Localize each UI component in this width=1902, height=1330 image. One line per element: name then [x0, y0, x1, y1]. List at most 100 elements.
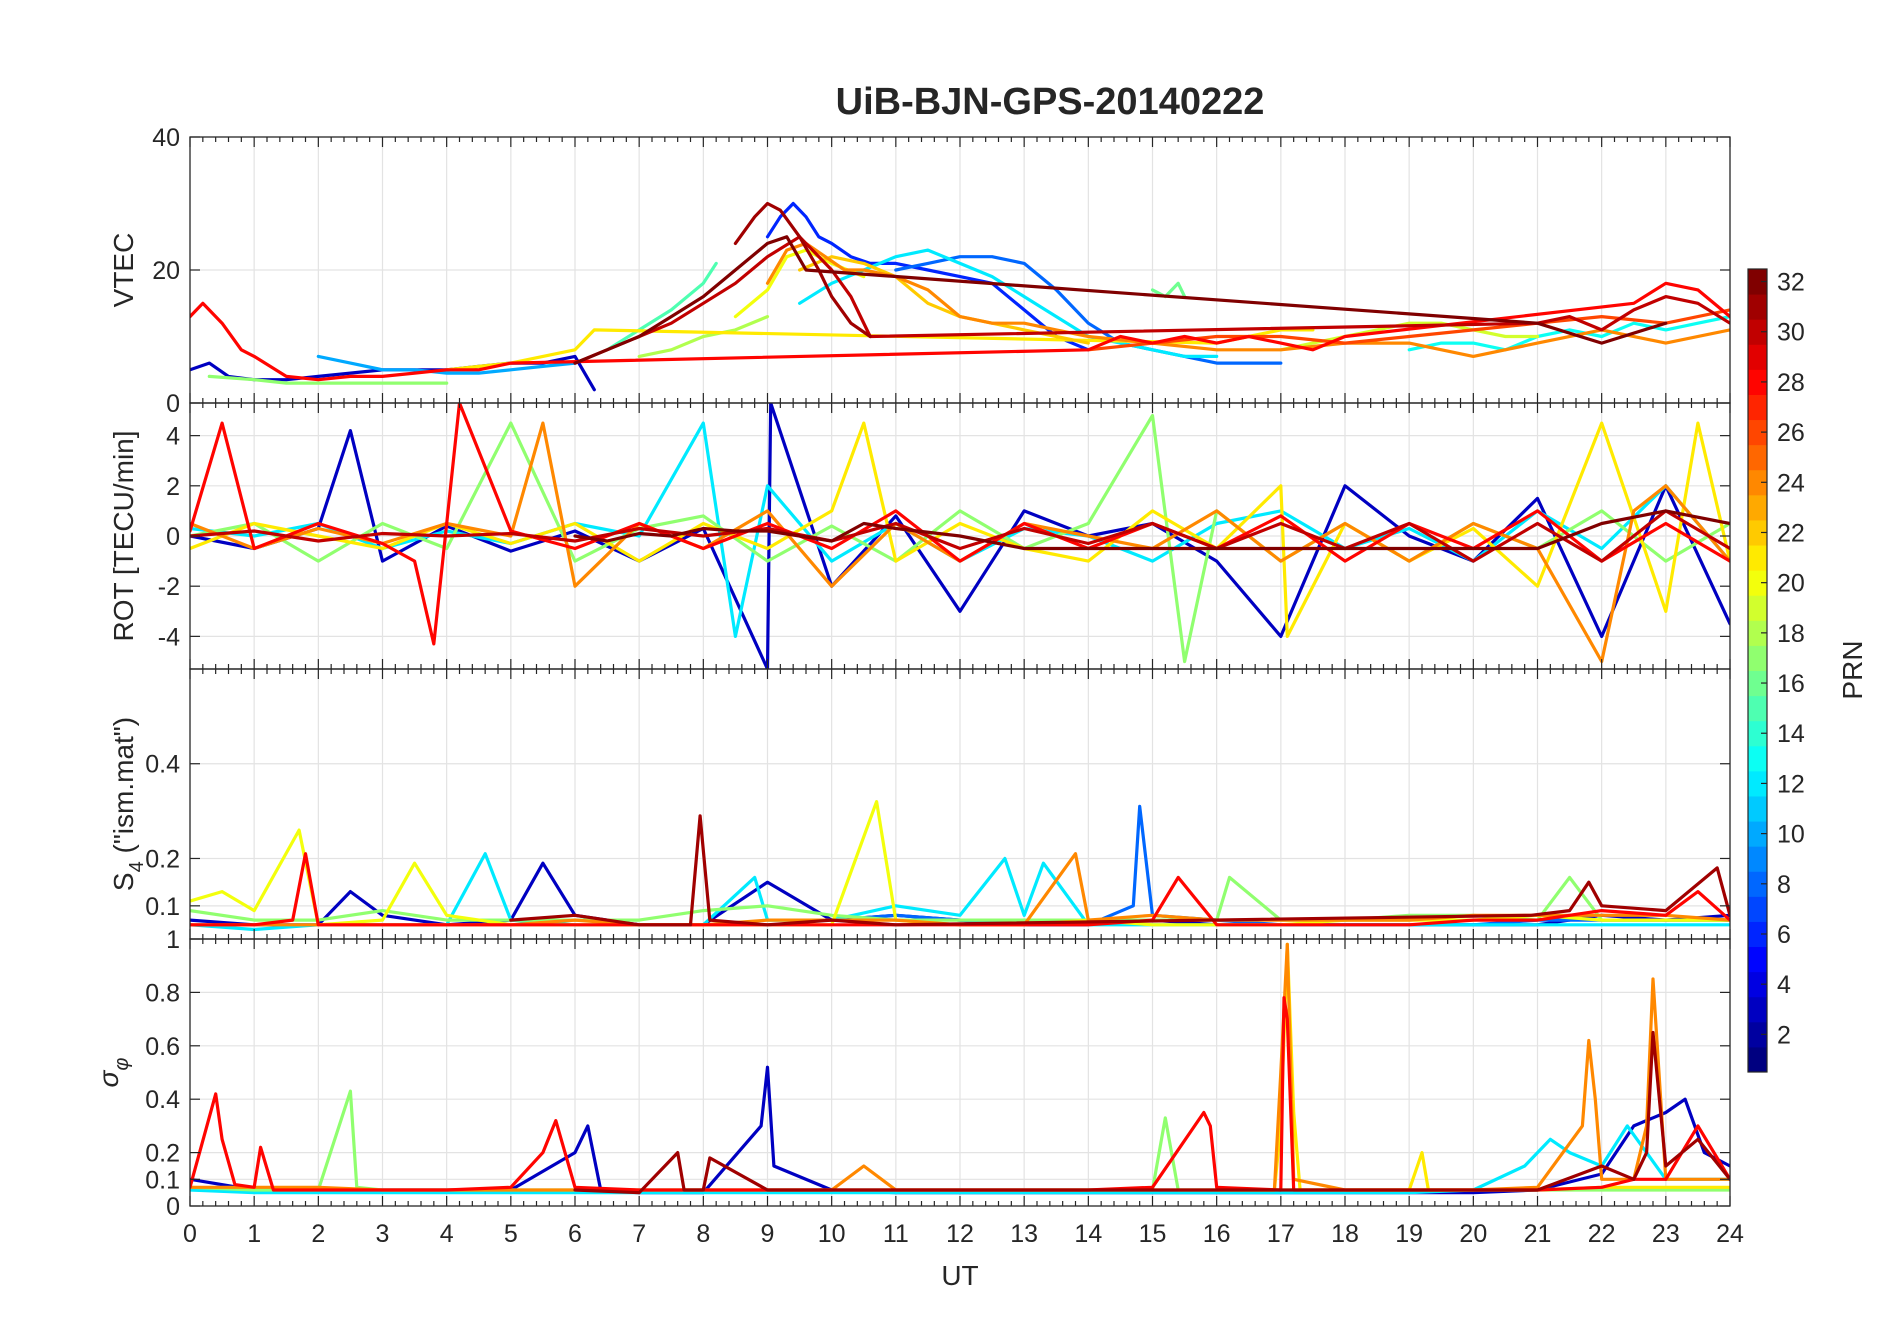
x-axis-label: UT	[941, 1260, 978, 1291]
y-tick-label: 0.2	[145, 1140, 180, 1168]
colorbar-band	[1748, 770, 1767, 797]
panel-sigma_phi-x-ticks	[189, 939, 1731, 1206]
colorbar-band	[1748, 795, 1767, 822]
x-tick-label: 19	[1395, 1220, 1423, 1248]
y-tick-label: 0.2	[145, 845, 180, 873]
colorbar-tick-label: 24	[1777, 469, 1805, 497]
series-prn-31	[509, 814, 1730, 927]
x-tick-label: 10	[818, 1220, 846, 1248]
colorbar-band	[1748, 745, 1767, 772]
panel-s4-y-axis: 0.1 0.2 0.4	[145, 751, 1730, 921]
colorbar-band	[1748, 896, 1767, 922]
y-tick-label: -4	[158, 623, 180, 651]
series-prn-15	[605, 261, 718, 352]
panel-sigma_phi-y-axis: 00.10.2 0.4 0.6 0.8 1	[145, 926, 1730, 1221]
panel-rot: -4 -2 0 2 4 ROT [TECU/min]	[108, 402, 1731, 670]
panel-sigma_phi-y-label: σφ	[93, 1058, 133, 1088]
colorbar-tick-label: 6	[1777, 921, 1791, 949]
x-tick-label: 5	[504, 1220, 518, 1248]
y-tick-label: 0	[166, 1193, 180, 1221]
colorbar-band	[1748, 620, 1767, 646]
x-tick-label: 17	[1267, 1220, 1295, 1248]
panel-rot-x-ticks	[189, 403, 1731, 669]
panel-vtec: 0 20 40 VTEC	[108, 124, 1731, 418]
colorbar-tick-label: 2	[1777, 1021, 1791, 1049]
y-tick-label: 0.4	[145, 751, 180, 779]
colorbar-band	[1748, 469, 1767, 496]
colorbar-band	[1748, 846, 1767, 872]
colorbar-tick-label: 10	[1777, 821, 1805, 849]
x-tick-label: 1	[247, 1220, 261, 1248]
x-tick-label: 12	[946, 1220, 974, 1248]
colorbar-band	[1748, 394, 1767, 421]
x-tick-label: 21	[1524, 1220, 1552, 1248]
colorbar-band	[1748, 821, 1767, 847]
x-tick-label: 6	[568, 1220, 582, 1248]
y-label-main: σ	[93, 1069, 124, 1087]
colorbar-band	[1748, 519, 1767, 546]
colorbar-band	[1748, 645, 1767, 671]
panel-s4: 0.10.20.4S4 ("ism.mat")	[108, 668, 1731, 940]
series-prn-12	[190, 1124, 1730, 1195]
colorbar-band	[1748, 1046, 1767, 1073]
colorbar-tick-label: 4	[1777, 971, 1791, 999]
series-prn-30	[573, 235, 1730, 365]
x-tick-label: 0	[183, 1220, 197, 1248]
series-prn-31	[573, 1030, 1730, 1195]
colorbar-tick-label: 30	[1777, 319, 1805, 347]
x-tick-label: 3	[376, 1220, 390, 1248]
series-prn-3	[190, 403, 1730, 669]
panel-s4-x-ticks	[189, 669, 1731, 939]
colorbar-band	[1748, 344, 1767, 370]
colorbar-band	[1748, 946, 1767, 973]
panel-s4-grid	[190, 669, 1730, 939]
panel-rot-y-label: ROT [TECU/min]	[108, 430, 139, 641]
panel-sigma_phi-series	[190, 942, 1730, 1195]
figure-title: UiB-BJN-GPS-20140222	[836, 81, 1265, 123]
colorbar-band	[1748, 720, 1767, 747]
y-tick-label: 40	[152, 124, 180, 152]
series-prn-6	[765, 201, 1090, 352]
y-tick-label: 20	[152, 257, 180, 285]
colorbar-band	[1748, 921, 1767, 948]
colorbar-tick-label: 32	[1777, 269, 1805, 297]
y-tick-label: 1	[166, 926, 180, 954]
y-tick-label: 0.6	[145, 1033, 180, 1061]
x-tick-label: 8	[696, 1220, 710, 1248]
colorbar-tick-label: 14	[1777, 720, 1805, 748]
series-prn-28	[190, 281, 1730, 382]
series-prn-17	[207, 374, 449, 385]
colorbar-band	[1748, 871, 1767, 897]
panel-rot-series	[190, 403, 1730, 669]
y-label-tail: ("ism.mat")	[108, 717, 139, 861]
x-tick-label: 20	[1459, 1220, 1487, 1248]
colorbar-tick-label: 8	[1777, 871, 1791, 899]
colorbar-tick-label: 12	[1777, 770, 1805, 798]
y-label-subscript: φ	[111, 1058, 133, 1071]
colorbar-band	[1748, 695, 1767, 722]
x-tick-label: 15	[1139, 1220, 1167, 1248]
colorbar-band	[1748, 545, 1767, 571]
x-tick-label: 7	[632, 1220, 646, 1248]
x-tick-label: 14	[1074, 1220, 1102, 1248]
colorbar-band	[1748, 494, 1767, 521]
x-tick-label: 18	[1331, 1220, 1359, 1248]
x-tick-label: 4	[440, 1220, 454, 1248]
x-tick-label: 13	[1010, 1220, 1038, 1248]
panel-sigma_phi: 00.10.2 0.4 0.6 0.8 1 σφ	[93, 926, 1731, 1221]
x-tick-label: 23	[1652, 1220, 1680, 1248]
colorbar-band	[1748, 269, 1767, 295]
y-tick-label: 0.1	[145, 893, 180, 921]
series-prn-8	[894, 255, 1283, 365]
y-tick-label: 0.4	[145, 1086, 180, 1114]
panel-vtec-y-axis: 0 20 40	[152, 124, 1730, 418]
x-tick-label: 11	[883, 1220, 909, 1248]
panel-vtec-series	[190, 201, 1730, 392]
colorbar-tick-label: 26	[1777, 419, 1805, 447]
x-tick-label: 16	[1203, 1220, 1231, 1248]
y-tick-label: 0.1	[145, 1166, 180, 1194]
series-prn-10	[316, 354, 577, 375]
